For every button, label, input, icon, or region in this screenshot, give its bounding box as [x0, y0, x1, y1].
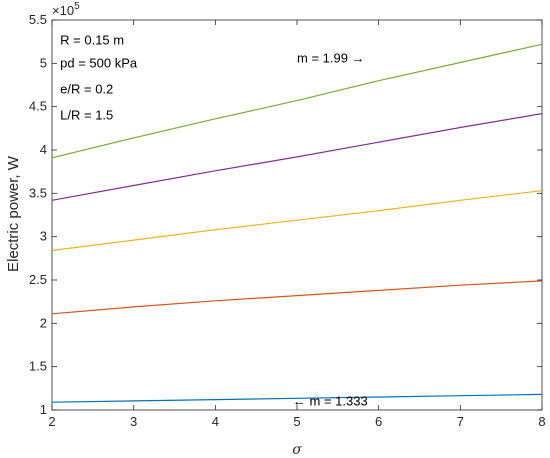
y-tick-label: 3.5 — [29, 185, 47, 200]
y-tick-label: 3 — [40, 229, 47, 244]
y-exponent-label: ×105 — [52, 1, 80, 18]
x-tick-label: 6 — [375, 414, 382, 429]
x-axis-label: σ — [292, 442, 302, 458]
series-line-4 — [51, 113, 543, 201]
y-tick-label: 4 — [40, 142, 47, 157]
series-line-5 — [51, 43, 543, 159]
y-tick-label: 1 — [40, 402, 47, 417]
series-layer — [51, 43, 543, 403]
x-tick-label: 5 — [293, 414, 300, 429]
x-tick-label: 2 — [48, 414, 55, 429]
annotation-1: R = 0.15 m — [60, 32, 124, 47]
annotation-4: L/R = 1.5 — [60, 108, 113, 123]
y-axis-label: Electric power, W — [5, 155, 22, 272]
annotation-3: e/R = 0.2 — [60, 82, 113, 97]
y-exponent-power: 5 — [74, 1, 80, 12]
annotation-2: pd = 500 kPa — [60, 56, 138, 71]
annotation-5: m = 1.99 → — [297, 50, 365, 65]
y-tick-label: 1.5 — [29, 359, 47, 374]
series-line-2 — [51, 280, 543, 315]
series-line-1 — [51, 393, 543, 403]
y-tick-label: 4.5 — [29, 99, 47, 114]
ticks-layer: 2 3 4 5 6 7 8 1 1.5 2 2.5 3 3.5 4 4.5 5 5.5 — [29, 12, 546, 429]
x-tick-label: 4 — [212, 414, 219, 429]
y-tick-label: 5.5 — [29, 12, 47, 27]
plot-frame — [51, 19, 543, 411]
y-tick-label: 2 — [40, 315, 47, 330]
plot-area — [51, 19, 543, 411]
y-tick-label: 2.5 — [29, 272, 47, 287]
x-tick-label: 8 — [538, 414, 545, 429]
annotation-6: ← m = 1.333 — [293, 394, 368, 409]
y-tick-label: 5 — [40, 55, 47, 70]
annotations-layer: R = 0.15 m pd = 500 kPa e/R = 0.2 L/R = 1.5… — [60, 32, 368, 408]
series-line-3 — [51, 190, 543, 252]
x-tick-label: 3 — [130, 414, 137, 429]
x-tick-label: 7 — [457, 414, 464, 429]
